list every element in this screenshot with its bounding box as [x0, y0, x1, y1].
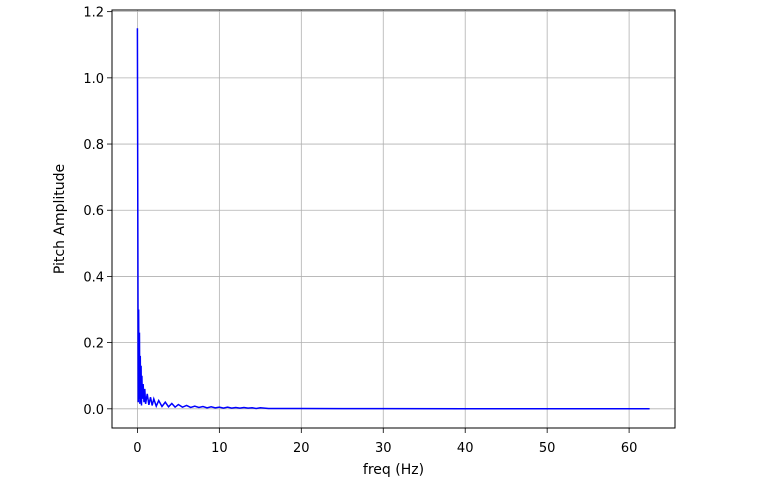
series-line — [136, 28, 650, 410]
x-tick-label: 60 — [621, 441, 638, 456]
y-tick-label: 1.0 — [83, 72, 104, 87]
y-axis-label: Pitch Amplitude — [52, 164, 68, 274]
y-tick-label: 0.2 — [83, 337, 104, 352]
y-tick-label: 0.4 — [83, 270, 104, 285]
y-tick-label: 0.8 — [83, 138, 104, 153]
x-tick-label: 50 — [539, 441, 556, 456]
x-tick-label: 10 — [211, 441, 228, 456]
x-tick-label: 20 — [293, 441, 310, 456]
grid-lines — [112, 10, 675, 428]
x-tick-label: 0 — [133, 441, 141, 456]
x-axis-label: freq (Hz) — [363, 462, 424, 478]
x-axis-ticks: 0 10 20 30 40 50 60 — [133, 428, 637, 456]
y-tick-label: 0.6 — [83, 204, 104, 219]
x-tick-label: 40 — [457, 441, 474, 456]
y-tick-label: 0.0 — [83, 403, 104, 418]
y-tick-label: 1.2 — [83, 6, 104, 21]
x-tick-label: 30 — [375, 441, 392, 456]
plot-area-frame — [111, 9, 676, 429]
y-axis-ticks: 0.0 0.2 0.4 0.6 0.8 1.0 1.2 — [83, 6, 112, 418]
